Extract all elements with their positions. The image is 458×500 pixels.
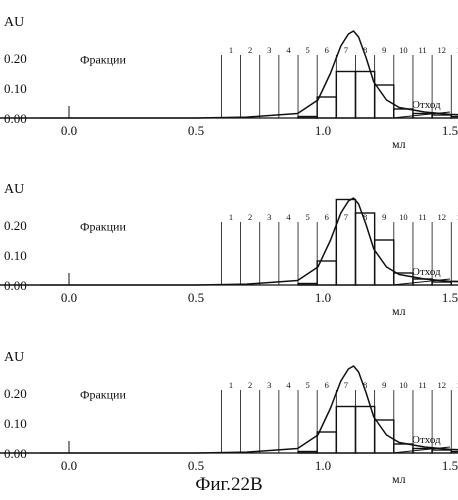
panel-2-fraction-number: 8 <box>363 212 367 222</box>
panel-2-fraction-number: 9 <box>382 212 386 222</box>
panel-3-fraction-bar <box>316 431 338 454</box>
panel-3-absorbance-trace <box>0 365 458 454</box>
panel-1-fractions-label: Фракции <box>80 53 126 67</box>
panel-1-fraction-bar <box>335 70 357 119</box>
panel-1-waste-label: Отход <box>412 99 441 111</box>
panel-1-x-tick-label: 0.5 <box>188 123 204 138</box>
panel-1-fraction-number: 13 <box>457 45 458 55</box>
panel-1-y-tick-label: 0.20 <box>4 51 27 66</box>
panel-1-fraction-number: 4 <box>286 45 291 55</box>
panel-2-fraction-number: 6 <box>325 212 329 222</box>
panel-3-y-tick-label: 0.20 <box>4 386 27 401</box>
panel-2-fraction-bar <box>316 260 338 286</box>
panel-2-fraction-number: 11 <box>418 212 426 222</box>
panel-3-fraction-bar <box>354 405 376 454</box>
panel-2-x-tick-label: 1.5 <box>442 290 458 305</box>
panel-3-fraction-number: 1 <box>229 380 233 390</box>
panel-1-fraction-number: 3 <box>267 45 271 55</box>
panel-2-fraction-bar <box>431 281 452 286</box>
panel-3-fraction-number: 8 <box>363 380 367 390</box>
figure-caption: Фиг.22B <box>195 474 263 495</box>
panel-1-fraction-number: 2 <box>248 45 252 55</box>
panel-3-fraction-bar <box>297 450 318 454</box>
panel-3-fraction-number: 9 <box>382 380 386 390</box>
panel-2-fractions-label: Фракции <box>80 220 126 234</box>
panel-3-y-tick-label: 0.10 <box>4 416 27 431</box>
panel-1-y-axis-label: AU <box>4 15 24 30</box>
panel-2-fraction-number: 1 <box>229 212 233 222</box>
panel-2-y-tick-label: 0.20 <box>4 218 27 233</box>
panel-3-fractions-label: Фракции <box>80 388 126 402</box>
panel-2-x-tick-label: 1.0 <box>315 290 331 305</box>
panel-1-fraction-number: 11 <box>418 45 426 55</box>
panel-1-fraction-bar <box>316 96 338 119</box>
panel-3-fraction-number: 13 <box>457 380 458 390</box>
panel-3-x-tick-label: 1.5 <box>442 458 458 473</box>
panel-1-fraction-number: 8 <box>363 45 367 55</box>
panel-2-fraction-bar <box>297 282 318 286</box>
panel-2-fraction-number: 13 <box>457 212 458 222</box>
panel-2-fraction-number: 10 <box>399 212 408 222</box>
panel-1-fraction-number: 10 <box>399 45 408 55</box>
panel-1-fraction-bar <box>297 115 318 119</box>
panel-1-fraction-bar <box>354 70 376 119</box>
panel-1-x-tick-label: 1.0 <box>315 123 331 138</box>
panel-2-y-tick-label: 0.10 <box>4 248 27 263</box>
panel-3-fraction-number: 2 <box>248 380 252 390</box>
panel-1-y-tick-label: 0.10 <box>4 81 27 96</box>
panel-3-x-tick-label: 0.0 <box>61 458 77 473</box>
panel-2-x-tick-label: 0.0 <box>61 290 77 305</box>
panel-3-x-tick-label: 1.0 <box>315 458 331 473</box>
panel-2-fraction-number: 2 <box>248 212 252 222</box>
panel-1-fraction-number: 9 <box>382 45 386 55</box>
panel-3-x-axis-label: мл <box>392 472 406 486</box>
panel-2-fraction-bar <box>450 280 458 286</box>
panel-3-fraction-number: 3 <box>267 380 271 390</box>
panel-1-x-tick-label: 1.5 <box>442 123 458 138</box>
panel-1-x-axis-label: мл <box>392 137 406 151</box>
panel-3-fraction-number: 11 <box>418 380 426 390</box>
panel-1-absorbance-trace <box>0 30 458 119</box>
panel-3-fraction-bar <box>373 419 395 454</box>
panel-1-fraction-number: 12 <box>437 45 446 55</box>
panel-1-fraction-number: 7 <box>344 45 348 55</box>
panel-2-x-tick-label: 0.5 <box>188 290 204 305</box>
panel-3-fraction-bar <box>335 405 357 454</box>
panel-3-fraction-number: 4 <box>286 380 291 390</box>
panel-3-waste-label: Отход <box>412 434 441 446</box>
panel-2-waste-label: Отход <box>412 266 441 278</box>
panel-2-absorbance-trace <box>0 197 458 286</box>
panel-3-y-axis-label: AU <box>4 350 24 365</box>
panel-3-fraction-number: 6 <box>325 380 329 390</box>
panel-2-fraction-number: 3 <box>267 212 271 222</box>
panel-1-fraction-bar <box>431 114 452 119</box>
panel-3-fraction-bar <box>431 449 452 454</box>
panel-2-fraction-number: 5 <box>305 212 309 222</box>
panel-3-fraction-number: 7 <box>344 380 348 390</box>
panel-2-y-axis-label: AU <box>4 182 24 197</box>
panel-3-fraction-number: 12 <box>437 380 446 390</box>
panel-3-fraction-number: 5 <box>305 380 309 390</box>
panel-1-fraction-number: 5 <box>305 45 309 55</box>
panel-3-fraction-number: 10 <box>399 380 408 390</box>
panel-3-x-tick-label: 0.5 <box>188 458 204 473</box>
panel-3-fraction-bar <box>450 450 458 454</box>
panel-2-x-axis-label: мл <box>392 304 406 318</box>
panel-2-fraction-number: 4 <box>286 212 291 222</box>
panel-2-fraction-number: 12 <box>437 212 446 222</box>
panel-1-fraction-number: 6 <box>325 45 329 55</box>
panel-1-fraction-bar <box>450 115 458 119</box>
panel-1-fraction-bar <box>373 84 395 119</box>
panel-2-fraction-bar <box>373 239 395 286</box>
panel-2-fraction-number: 7 <box>344 212 348 222</box>
panel-1-fraction-number: 1 <box>229 45 233 55</box>
panel-1-x-tick-label: 0.0 <box>61 123 77 138</box>
